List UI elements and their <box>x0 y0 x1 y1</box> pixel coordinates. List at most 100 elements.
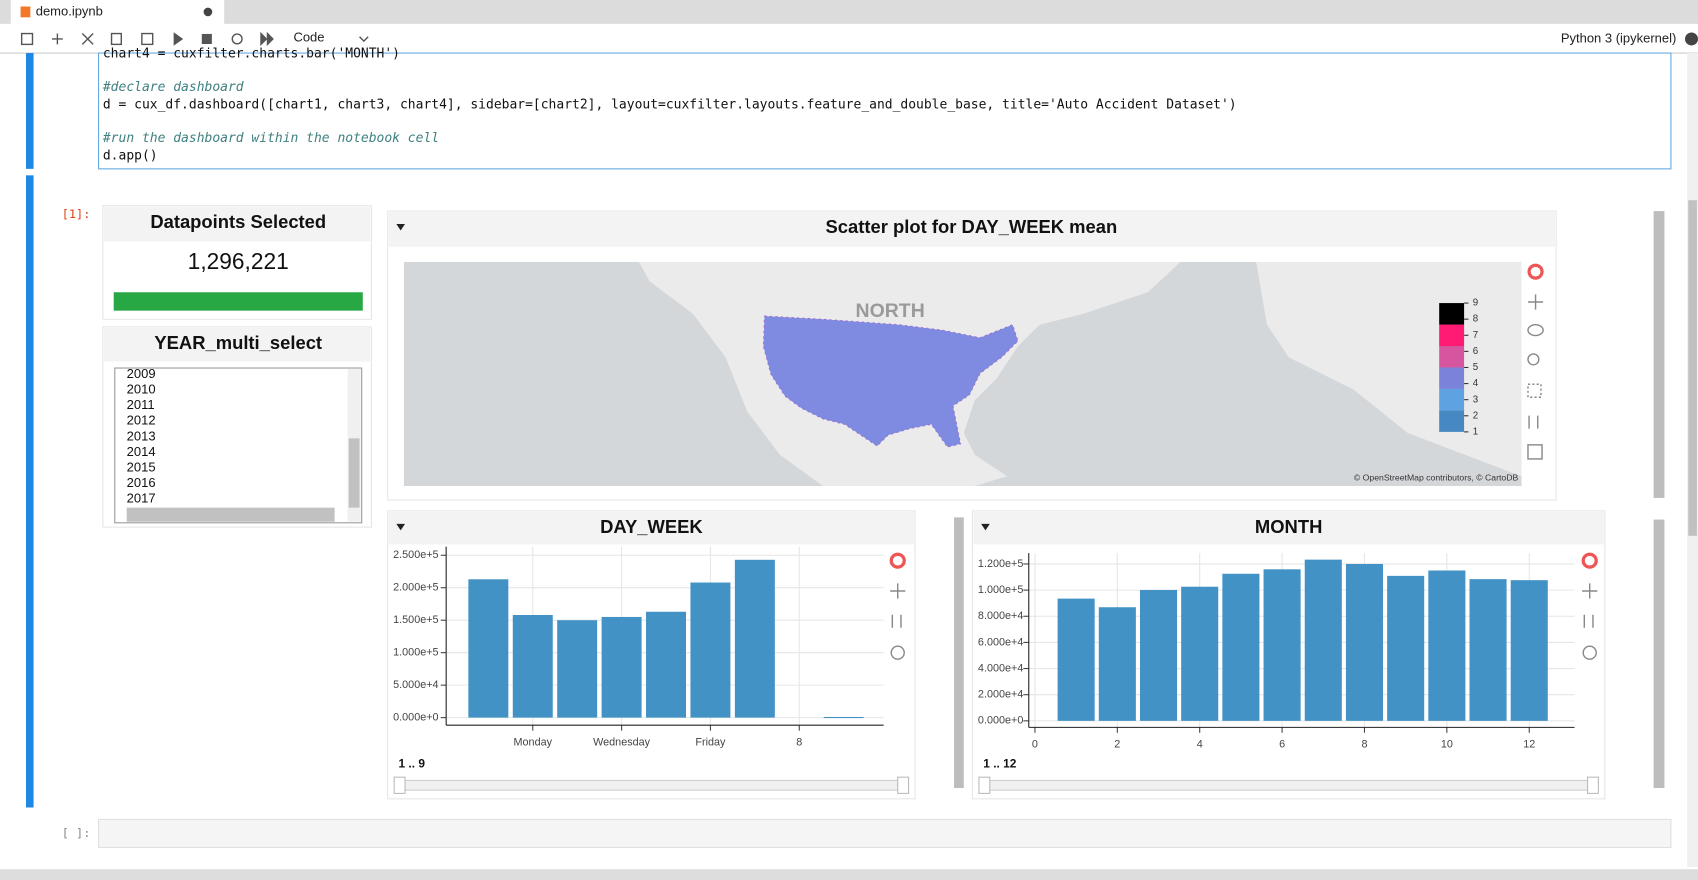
range-slider[interactable] <box>399 780 908 790</box>
colorbar-tick-label: 7 <box>1473 330 1478 341</box>
y-tick-label: 8.000e+4 <box>978 610 1023 622</box>
range-label: 1 .. 12 <box>983 756 1016 770</box>
bar <box>1511 580 1548 721</box>
x-tick-label: 2 <box>1114 739 1120 751</box>
y-tick-label: 1.000e+5 <box>393 647 438 659</box>
page-scrollbar-thumb[interactable] <box>1688 200 1697 536</box>
y-tick-label: 0.000e+0 <box>393 711 438 723</box>
stop-button[interactable] <box>203 35 212 44</box>
year-option: 2009 <box>127 366 156 381</box>
x-tick-label: Monday <box>514 736 553 748</box>
bar <box>1470 579 1507 721</box>
x-tick-label: 0 <box>1032 739 1038 751</box>
colorbar-tick-label: 5 <box>1473 362 1478 373</box>
listbox-hscroll[interactable] <box>127 508 335 522</box>
colorbar-tick-label: 8 <box>1473 314 1478 325</box>
output-active-bar <box>26 175 34 807</box>
colorbar-tick-label: 3 <box>1473 394 1478 405</box>
bar <box>1264 569 1301 721</box>
x-tick-label: 4 <box>1197 739 1203 751</box>
cell-type-select[interactable]: Code <box>293 29 324 44</box>
range-label: 1 .. 9 <box>399 756 426 770</box>
map-attribution: © OpenStreetMap contributors, © CartoDB <box>1354 473 1519 483</box>
year-option: 2015 <box>127 459 156 474</box>
unsaved-dot[interactable] <box>204 8 213 17</box>
colorbar: 1 2 3 4 5 6 7 8 9 <box>1439 298 1479 438</box>
bar <box>1346 564 1383 721</box>
tab-bar <box>0 0 1698 24</box>
y-tick-label: 2.000e+4 <box>978 689 1023 701</box>
tab-title[interactable]: demo.ipynb <box>36 3 103 18</box>
colorbar-tick-label: 6 <box>1473 346 1478 357</box>
code-line: #run the dashboard within the notebook c… <box>102 131 439 146</box>
colorbar-tick-label: 2 <box>1473 410 1478 421</box>
slider-handle[interactable] <box>898 777 909 793</box>
year-option: 2010 <box>127 382 156 397</box>
colorbar-tick-label: 1 <box>1473 426 1478 437</box>
empty-prompt: [ ]: <box>62 826 91 840</box>
colorbar-segment <box>1439 346 1464 367</box>
range-slider[interactable] <box>983 780 1597 790</box>
x-tick-label: 8 <box>1361 739 1367 751</box>
datapoints-value: 1,296,221 <box>188 248 289 274</box>
y-tick-label: 6.000e+4 <box>978 636 1023 648</box>
bar <box>1428 570 1465 720</box>
year-option: 2016 <box>127 475 156 490</box>
code-line: chart4 = cuxfilter.charts.bar('MONTH') <box>103 47 400 62</box>
slider-handle[interactable] <box>394 777 405 793</box>
cell-active-bar <box>26 53 34 169</box>
y-tick-label: 5.000e+4 <box>393 679 438 691</box>
slider-handle[interactable] <box>1588 777 1599 793</box>
listbox-thumb[interactable] <box>349 438 360 507</box>
kernel-status <box>1685 32 1698 45</box>
bar <box>1305 560 1342 721</box>
bar <box>1099 607 1136 721</box>
datapoints-title: Datapoints Selected <box>150 211 326 232</box>
tab-icon <box>21 6 31 17</box>
year-option: 2013 <box>127 428 156 443</box>
output-scrollbar[interactable] <box>1654 211 1665 498</box>
colorbar-segment <box>1439 410 1464 431</box>
bar <box>1140 590 1177 721</box>
code-line: d.app() <box>103 148 158 163</box>
y-tick-label: 1.500e+5 <box>393 614 438 626</box>
bar <box>1222 574 1259 721</box>
colorbar-segment <box>1439 325 1464 346</box>
bar <box>1058 599 1095 721</box>
y-tick-label: 1.000e+5 <box>978 584 1023 596</box>
year-options: 200920102011201220132014201520162017 <box>127 366 156 506</box>
colorbar-segment <box>1439 303 1464 324</box>
y-tick-label: 1.200e+5 <box>978 558 1023 570</box>
status-bar <box>0 869 1698 880</box>
y-tick-label: 4.000e+4 <box>978 662 1023 674</box>
slider-handle[interactable] <box>979 777 990 793</box>
code-line: d = cux_df.dashboard([chart1, chart3, ch… <box>103 97 1237 112</box>
year-option: 2014 <box>127 444 156 459</box>
bar <box>824 717 864 718</box>
inner-scrollbar[interactable] <box>954 517 964 788</box>
x-tick-label: 8 <box>796 736 802 748</box>
year-option: 2017 <box>127 491 156 506</box>
output-scrollbar[interactable] <box>1654 520 1665 788</box>
bar <box>1387 576 1424 721</box>
y-tick-label: 2.500e+5 <box>393 549 438 561</box>
colorbar-tick-label: 9 <box>1473 298 1478 309</box>
chart-title: DAY_WEEK <box>600 516 703 537</box>
y-tick-label: 2.000e+5 <box>393 582 438 594</box>
empty-cell[interactable] <box>99 819 1671 847</box>
bar <box>690 583 730 718</box>
output-prompt: [1]: <box>62 207 91 221</box>
year-select-title: YEAR_multi_select <box>154 332 322 353</box>
x-tick-label: 12 <box>1523 739 1535 751</box>
progress-bar <box>114 292 363 310</box>
year-option: 2012 <box>127 413 156 428</box>
x-tick-label: 6 <box>1279 739 1285 751</box>
bar <box>646 612 686 718</box>
colorbar-tick-label: 4 <box>1473 378 1479 389</box>
kernel-name[interactable]: Python 3 (ipykernel) <box>1561 30 1677 45</box>
bar <box>468 579 508 717</box>
bar <box>513 615 553 718</box>
colorbar-segment <box>1439 367 1464 388</box>
